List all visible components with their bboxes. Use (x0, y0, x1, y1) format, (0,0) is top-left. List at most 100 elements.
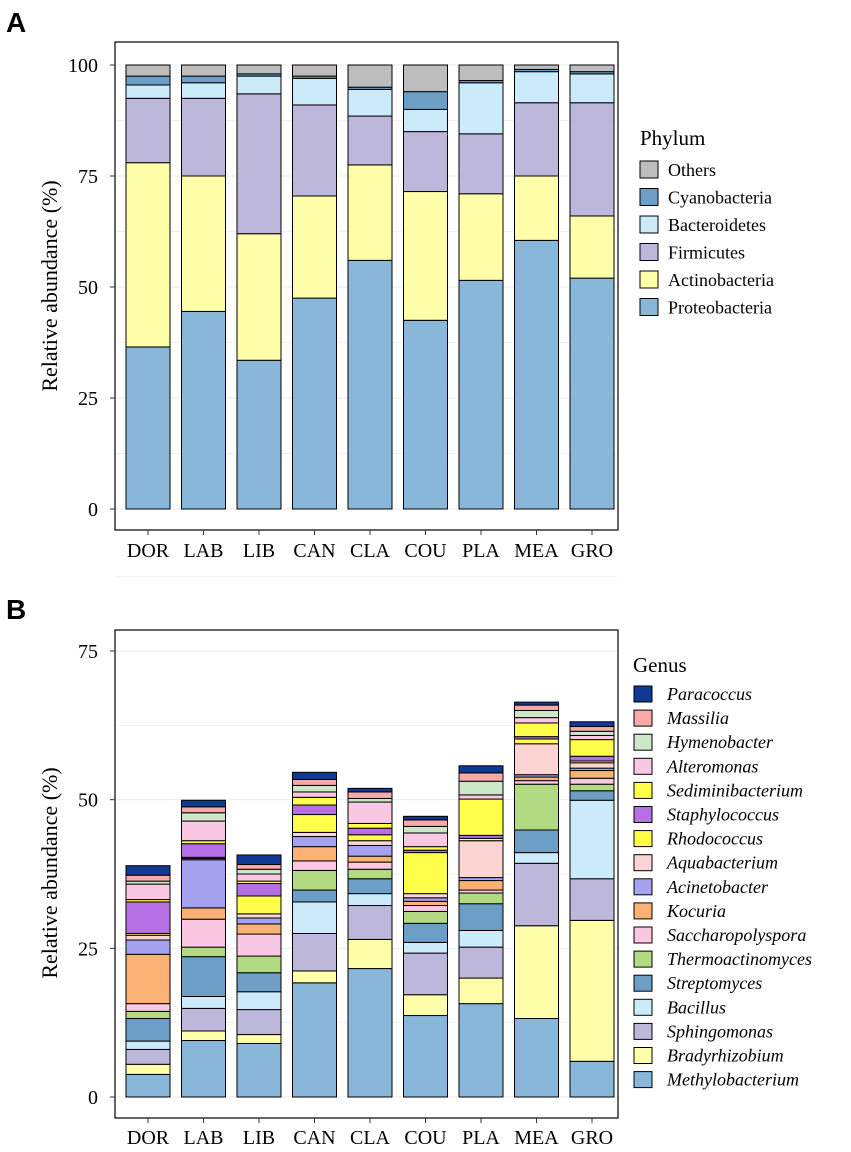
bar-segment-lab-firmicutes (181, 97, 226, 177)
bar-segment-mea-sediminibacterium (514, 722, 559, 738)
bar-segment-cla-sediminibacterium (347, 822, 393, 829)
x-tick-label-can: CAN (293, 1127, 335, 1149)
y-tick-label: 0 (88, 1087, 98, 1109)
bar-segment-dor-firmicutes (125, 97, 171, 164)
bar-segment-lib-sphingomonas (236, 1009, 282, 1036)
panel-a-y-axis: 0 25 50 75 100 (68, 55, 115, 521)
bar-segment-lab-kocuria (181, 907, 226, 920)
bar-segment-cou-cyanobacteria (403, 91, 448, 110)
legend-label-actinobacteria: Actinobacteria (668, 270, 774, 290)
bar-segment-cou-rhodococcus (403, 852, 448, 895)
legend-label-proteobacteria: Proteobacteria (668, 298, 772, 318)
bar-segment-dor-staphylococcus (125, 901, 171, 934)
bar-segment-mea-thermoactinomyces (514, 783, 559, 831)
bar-segment-cou-bacteroidetes (403, 108, 448, 133)
bar-segment-lab-paracoccus (181, 799, 226, 808)
bar-segment-cla-alteromonas (347, 801, 393, 824)
bar-segment-lib-staphylococcus (236, 883, 282, 897)
legend-swatch-proteobacteria (639, 298, 659, 316)
bar-segment-lib-bacillus (236, 991, 282, 1011)
legend-label-sediminibacterium: Sediminibacterium (667, 780, 803, 800)
bar-segment-cla-staphylococcus (347, 827, 393, 836)
bar-segment-lib-hymenobacter (236, 868, 282, 875)
bar-segment-mea-sphingomonas (514, 862, 559, 927)
bar-segment-lib-paracoccus (236, 854, 282, 865)
legend-swatch-aquabacterium (633, 854, 653, 872)
legend-label-streptomyces: Streptomyces (667, 973, 762, 993)
bar-segment-lab-proteobacteria (181, 310, 226, 510)
y-tick-label: 50 (78, 790, 98, 812)
bar-segment-pla-actinobacteria (458, 193, 504, 281)
bar-segment-pla-kocuria (458, 880, 504, 891)
bar-segment-can-kocuria (292, 846, 337, 862)
x-tick-label-can: CAN (293, 540, 335, 562)
bar-segment-lab-sphingomonas (181, 1007, 226, 1032)
x-tick-label-lab: LAB (184, 1127, 224, 1149)
legend-label-kocuria: Kocuria (666, 901, 726, 921)
panel-b-label: B (6, 594, 26, 625)
bar-segment-pla-alteromonas (458, 794, 504, 800)
legend-label-thermoactinomyces: Thermoactinomyces (667, 949, 812, 969)
bar-segment-pla-paracoccus (458, 765, 504, 774)
bar-segment-pla-bacteroidetes (458, 82, 504, 135)
legend-label-staphylococcus: Staphylococcus (667, 805, 779, 825)
bar-segment-gro-paracoccus (569, 721, 615, 728)
legend-swatch-saccharopolyspora (633, 926, 653, 944)
bar-segment-cou-proteobacteria (403, 319, 448, 510)
bar-segment-dor-kocuria (125, 953, 171, 1005)
bar-segment-lab-staphylococcus (181, 843, 226, 858)
legend-swatch-methylobacterium (633, 1071, 653, 1089)
bar-segment-gro-staphylococcus (569, 755, 615, 762)
bar-segment-gro-others (569, 64, 615, 73)
legend-swatch-actinobacteria (639, 270, 659, 289)
bar-segment-cou-sediminibacterium (403, 846, 448, 851)
bar-segment-dor-bacteroidetes (125, 84, 171, 99)
bar-segment-can-massilia (292, 778, 337, 786)
x-tick-label-cou: COU (404, 540, 447, 562)
bar-segment-can-bradyrhizobium (292, 970, 337, 984)
panel-a-y-axis-title: Relative abundance (%) (37, 180, 62, 391)
x-tick-label-pla: PLA (462, 1127, 500, 1149)
bar-segment-cla-others (347, 64, 393, 88)
bar-segment-gro-hymenobacter (569, 730, 615, 736)
bar-segment-lib-methylobacterium (236, 1042, 282, 1098)
legend-swatch-bradyrhizobium (633, 1047, 653, 1064)
bar-segment-gro-bacillus (569, 799, 615, 880)
legend-swatch-paracoccus (633, 685, 653, 703)
panel-b-legend-title: Genus (633, 653, 687, 677)
bar-segment-gro-saccharopolyspora (569, 777, 615, 785)
bar-segment-mea-saccharopolyspora (514, 780, 559, 785)
bar-segment-can-sphingomonas (292, 932, 337, 972)
bar-segment-lab-methylobacterium (181, 1040, 226, 1098)
panel-a: A 0 25 50 75 100 DOR LAB LIB CAN CLA COU PLA MEA GRO… (6, 7, 774, 562)
bar-segment-cla-sphingomonas (347, 905, 393, 940)
bar-segment-cla-paracoccus (347, 787, 393, 793)
bar-segment-cla-firmicutes (347, 115, 393, 166)
bar-segment-cla-thermoactinomyces (347, 868, 393, 880)
bar-segment-lib-massilia (236, 863, 282, 870)
panel-a-legend: Phylum Others Cyanobacteria Bacteroidetes F… (639, 126, 774, 318)
bar-segment-pla-firmicutes (458, 133, 504, 195)
panel-a-bars (125, 64, 615, 510)
bar-segment-cou-massilia (403, 819, 448, 827)
bar-segment-dor-massilia (125, 874, 171, 882)
bar-segment-lab-actinobacteria (181, 175, 226, 312)
bar-segment-mea-bacteroidetes (514, 71, 559, 104)
y-tick-label: 50 (78, 277, 98, 299)
bar-segment-mea-firmicutes (514, 102, 559, 177)
bar-segment-lib-saccharopolyspora (236, 933, 282, 957)
bar-segment-can-actinobacteria (292, 195, 337, 299)
legend-swatch-hymenobacter (633, 733, 653, 751)
panel-b-legend: Genus Paracoccus Massilia Hymenobacter Alte… (633, 653, 812, 1090)
bar-segment-cla-bradyrhizobium (347, 938, 393, 970)
bar-segment-pla-bacillus (458, 929, 504, 948)
bar-segment-mea-paracoccus (514, 701, 559, 706)
bar-segment-can-saccharopolyspora (292, 860, 337, 871)
bar-segment-cou-actinobacteria (403, 191, 448, 321)
legend-swatch-kocuria (633, 902, 653, 920)
bar-segment-can-alteromonas (292, 791, 337, 798)
x-tick-label-cla: CLA (350, 1127, 391, 1149)
bar-segment-lib-bradyrhizobium (236, 1034, 282, 1044)
legend-label-cyanobacteria: Cyanobacteria (668, 188, 772, 208)
bar-segment-lib-actinobacteria (236, 233, 282, 361)
